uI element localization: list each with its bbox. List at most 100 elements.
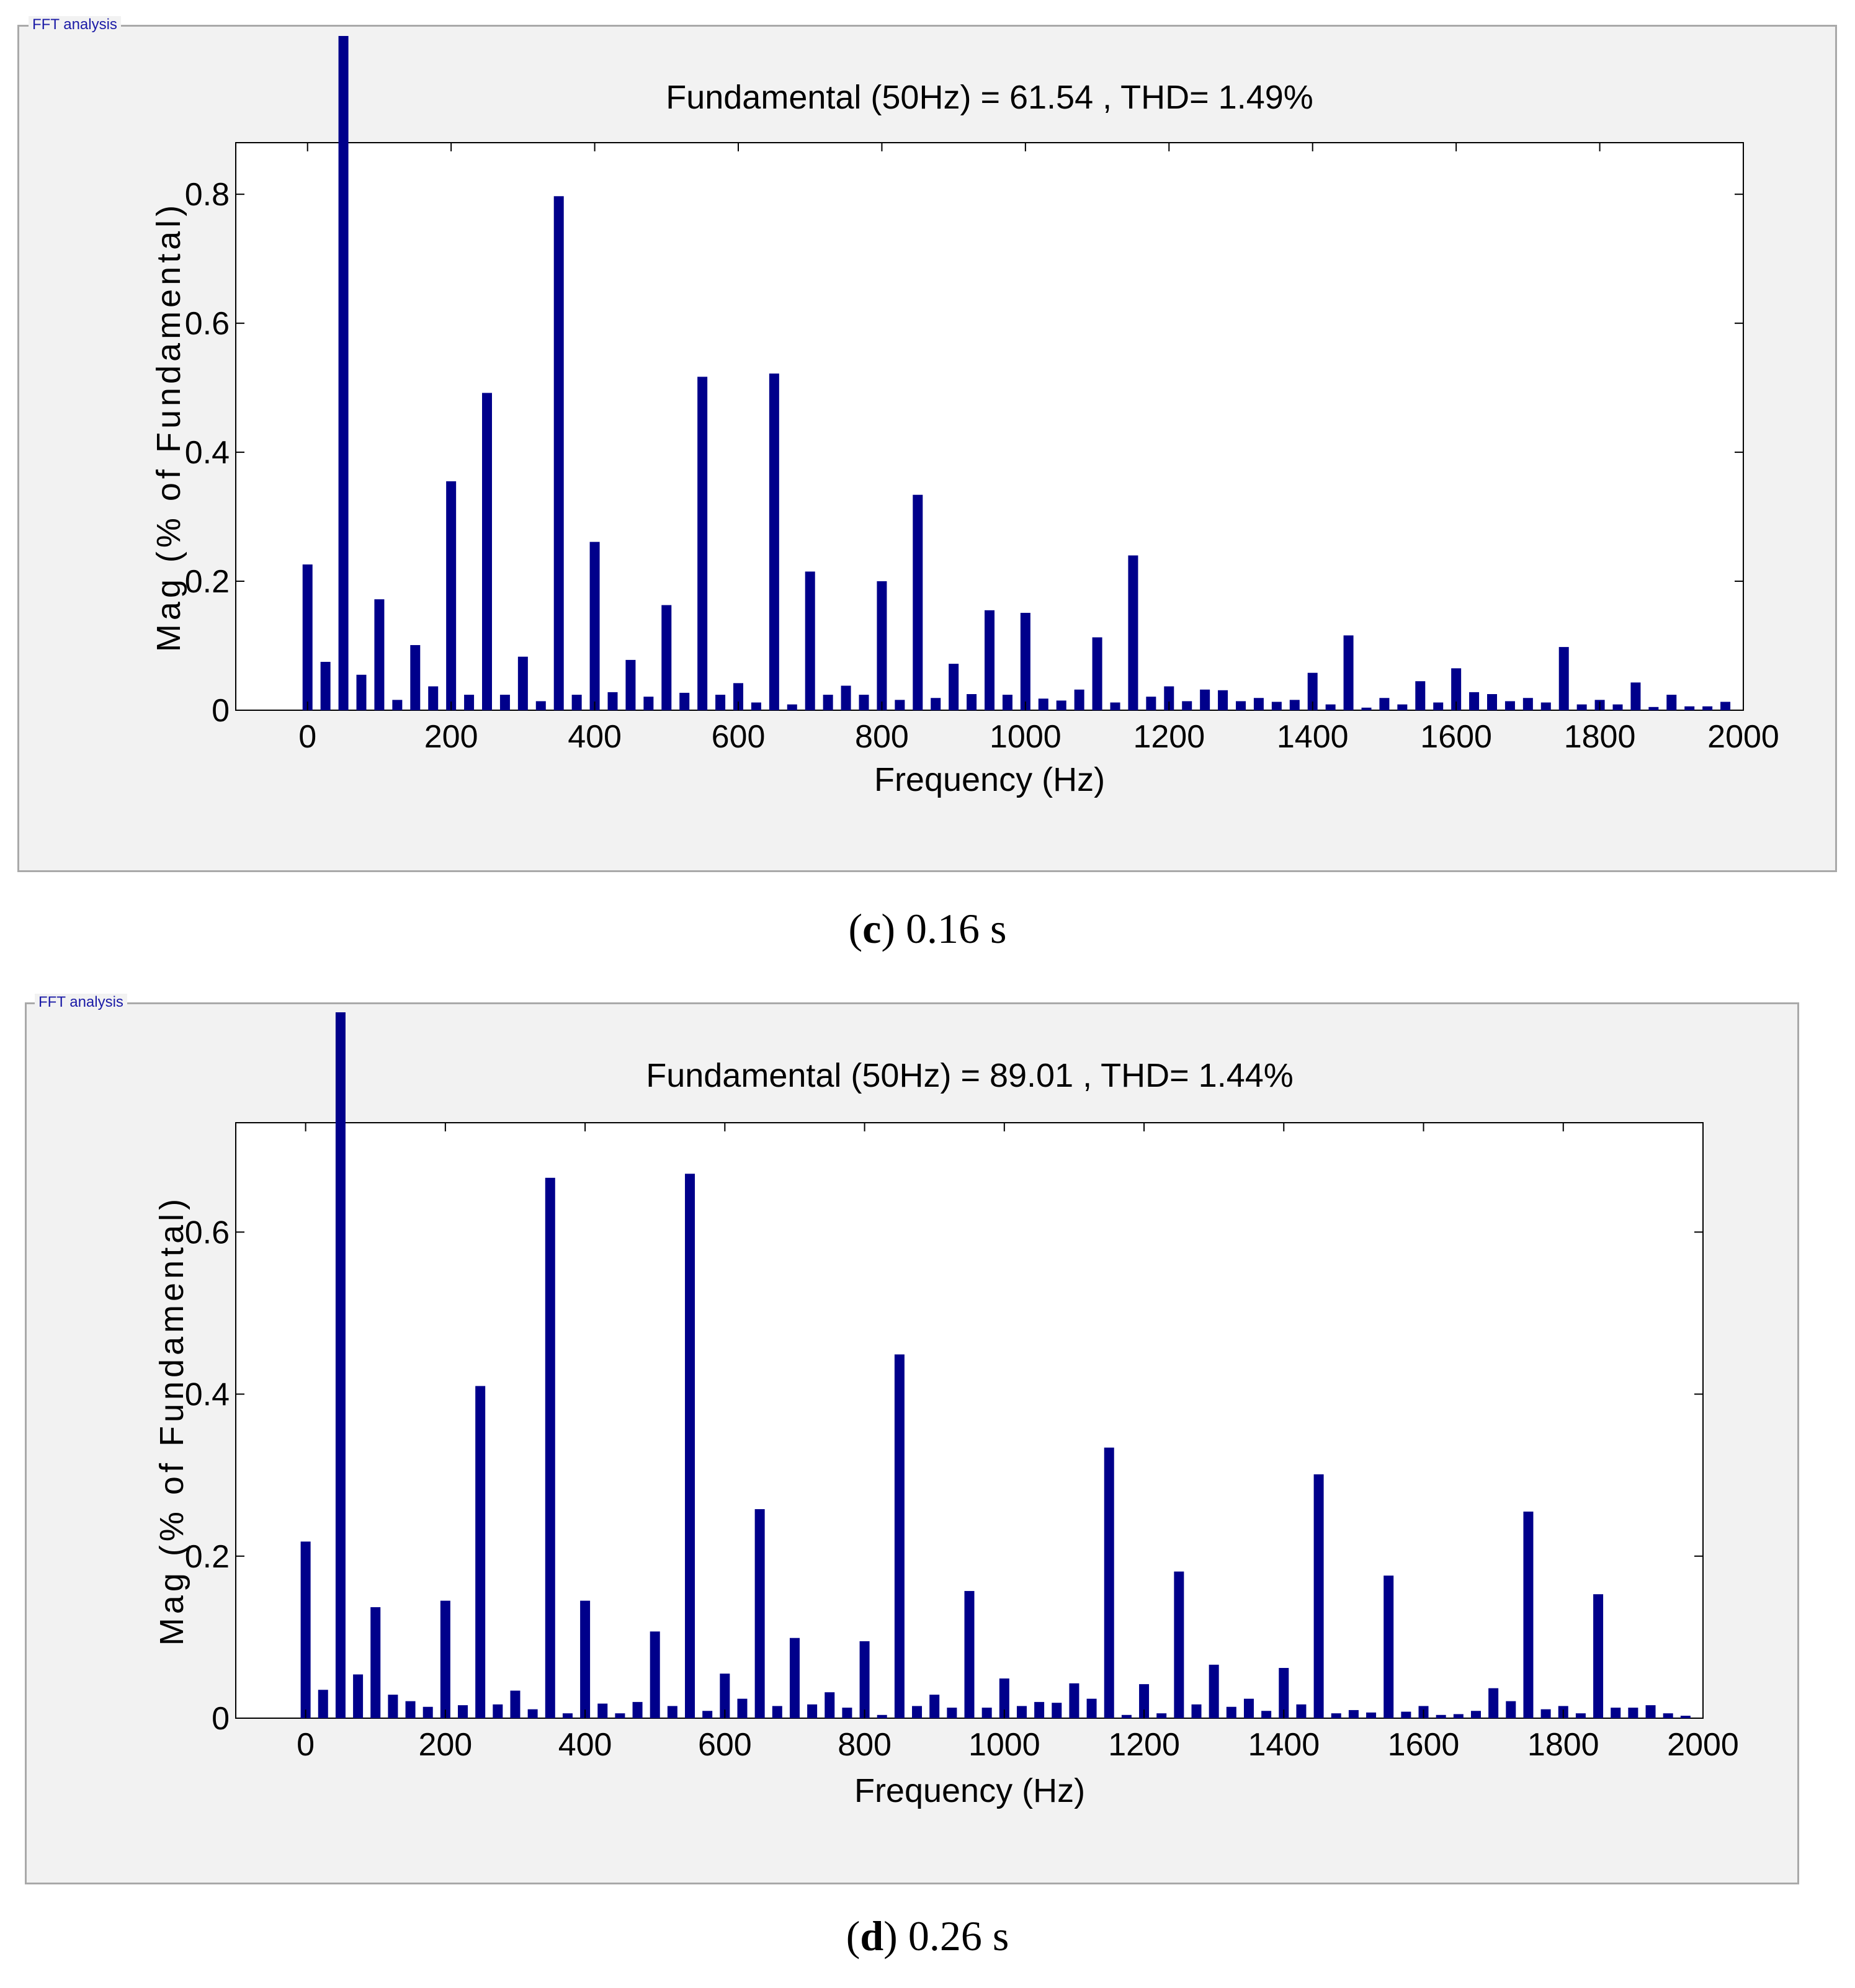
bar-275hz <box>499 695 510 710</box>
bar-1000hz <box>1020 612 1030 710</box>
x-tick-label: 800 <box>855 719 909 755</box>
bar-1975hz <box>1680 1716 1691 1718</box>
bar-925hz <box>947 1708 957 1718</box>
x-tick-label: 1600 <box>1388 1727 1460 1763</box>
x-tick-label: 0 <box>297 1727 315 1763</box>
bar-1475hz <box>1361 707 1372 710</box>
bar-875hz <box>931 698 941 710</box>
x-tick-label: 1000 <box>968 1727 1040 1763</box>
bar-1150hz <box>1128 555 1138 710</box>
bar-1675hz <box>1470 1711 1481 1718</box>
chart-title: Fundamental (50Hz) = 61.54 , THD= 1.49% <box>666 79 1313 116</box>
x-tick-label: 200 <box>418 1727 472 1763</box>
y-axis-label: Mag (% of Fundamental) <box>150 202 187 652</box>
bar-1650hz <box>1453 1714 1464 1718</box>
bar-1325hz <box>1226 1706 1236 1718</box>
x-tick-label: 1000 <box>990 719 1062 755</box>
bar-600hz <box>720 1674 730 1718</box>
bar-1500hz <box>1379 698 1390 710</box>
bar-750hz <box>825 1692 835 1718</box>
x-tick-label: 400 <box>558 1727 612 1763</box>
x-tick-label: 1400 <box>1277 719 1349 755</box>
bar-1375hz <box>1261 1711 1272 1718</box>
bar-550hz <box>697 377 708 710</box>
bar-1925hz <box>1684 706 1695 710</box>
bar-375hz <box>562 1713 573 1718</box>
bar-1600hz <box>1451 668 1462 710</box>
bar-775hz <box>859 695 869 710</box>
caption-d-text: 0.26 s <box>897 1912 1009 1959</box>
caption-d-letter: d <box>860 1912 884 1959</box>
bar-1725hz <box>1540 702 1551 710</box>
bar-500hz <box>661 605 672 710</box>
bar-1100hz <box>1092 637 1102 710</box>
bar-275hz <box>493 1704 503 1718</box>
bar-1550hz <box>1415 681 1426 710</box>
bar-75hz <box>353 1674 364 1718</box>
bar-850hz <box>913 494 923 710</box>
bar-450hz <box>615 1713 625 1718</box>
bar-925hz <box>967 694 977 710</box>
bar-1750hz <box>1523 1511 1534 1718</box>
bar-1700hz <box>1522 698 1533 710</box>
x-tick-label: 1200 <box>1108 1727 1180 1763</box>
x-tick-label: 800 <box>838 1727 892 1763</box>
y-tick-label: 0 <box>212 1701 230 1737</box>
bar-350hz <box>553 196 564 710</box>
bar-1300hz <box>1236 701 1246 710</box>
bar-1250hz <box>1174 1571 1184 1718</box>
bar-525hz <box>679 692 690 710</box>
y-tick-label: 0.6 <box>185 1215 230 1250</box>
bar-1575hz <box>1401 1711 1411 1718</box>
bar-625hz <box>737 1698 748 1718</box>
bar-1025hz <box>1038 698 1048 710</box>
bar-1825hz <box>1612 704 1623 710</box>
bar-1275hz <box>1191 1704 1202 1718</box>
bar-1525hz <box>1366 1712 1377 1718</box>
bar-1175hz <box>1121 1714 1132 1718</box>
bar-600hz <box>733 683 743 710</box>
bar-0hz <box>302 564 313 710</box>
caption-c-text: 0.16 s <box>895 905 1007 952</box>
bar-800hz <box>859 1641 870 1718</box>
bar-1200hz <box>1164 686 1174 710</box>
bar-1725hz <box>1506 1701 1516 1718</box>
bar-200hz <box>446 481 457 710</box>
bar-1700hz <box>1488 1688 1499 1718</box>
bar-875hz <box>912 1706 923 1718</box>
bar-1225hz <box>1156 1713 1167 1718</box>
y-tick-label: 0 <box>212 693 230 729</box>
x-tick-label: 1600 <box>1420 719 1492 755</box>
bar-1125hz <box>1086 1698 1097 1718</box>
x-tick-label: 600 <box>698 1727 752 1763</box>
bar-1375hz <box>1289 700 1300 710</box>
x-tick-label: 1400 <box>1248 1727 1320 1763</box>
bar-500hz <box>650 1631 660 1718</box>
fft-panel-c-label: FFT analysis <box>29 16 121 33</box>
x-tick-label: 1800 <box>1527 1727 1599 1763</box>
bar-700hz <box>805 571 815 710</box>
bar-800hz <box>877 581 887 710</box>
bar-950hz <box>964 1590 975 1718</box>
bar-1050hz <box>1056 700 1066 710</box>
bar-150hz <box>405 1701 416 1718</box>
y-tick-label: 0.8 <box>185 177 230 213</box>
y-tick-label: 0.2 <box>185 564 230 600</box>
bar-1200hz <box>1139 1684 1150 1718</box>
y-tick-label: 0.4 <box>185 1377 230 1413</box>
bar-475hz <box>643 697 654 710</box>
bar-0hz <box>300 1541 311 1718</box>
bar-675hz <box>787 704 797 710</box>
bar-1000hz <box>999 1678 1009 1718</box>
bar-525hz <box>667 1706 677 1718</box>
bar-1175hz <box>1146 697 1156 710</box>
bar-1850hz <box>1630 682 1641 710</box>
bar-1575hz <box>1433 702 1444 710</box>
bar-575hz <box>715 695 726 710</box>
bar-725hz <box>823 695 833 710</box>
bar-175hz <box>428 686 439 710</box>
bar-325hz <box>535 701 546 710</box>
x-axis-label: Frequency (Hz) <box>854 1772 1085 1809</box>
bar-1325hz <box>1253 698 1264 710</box>
